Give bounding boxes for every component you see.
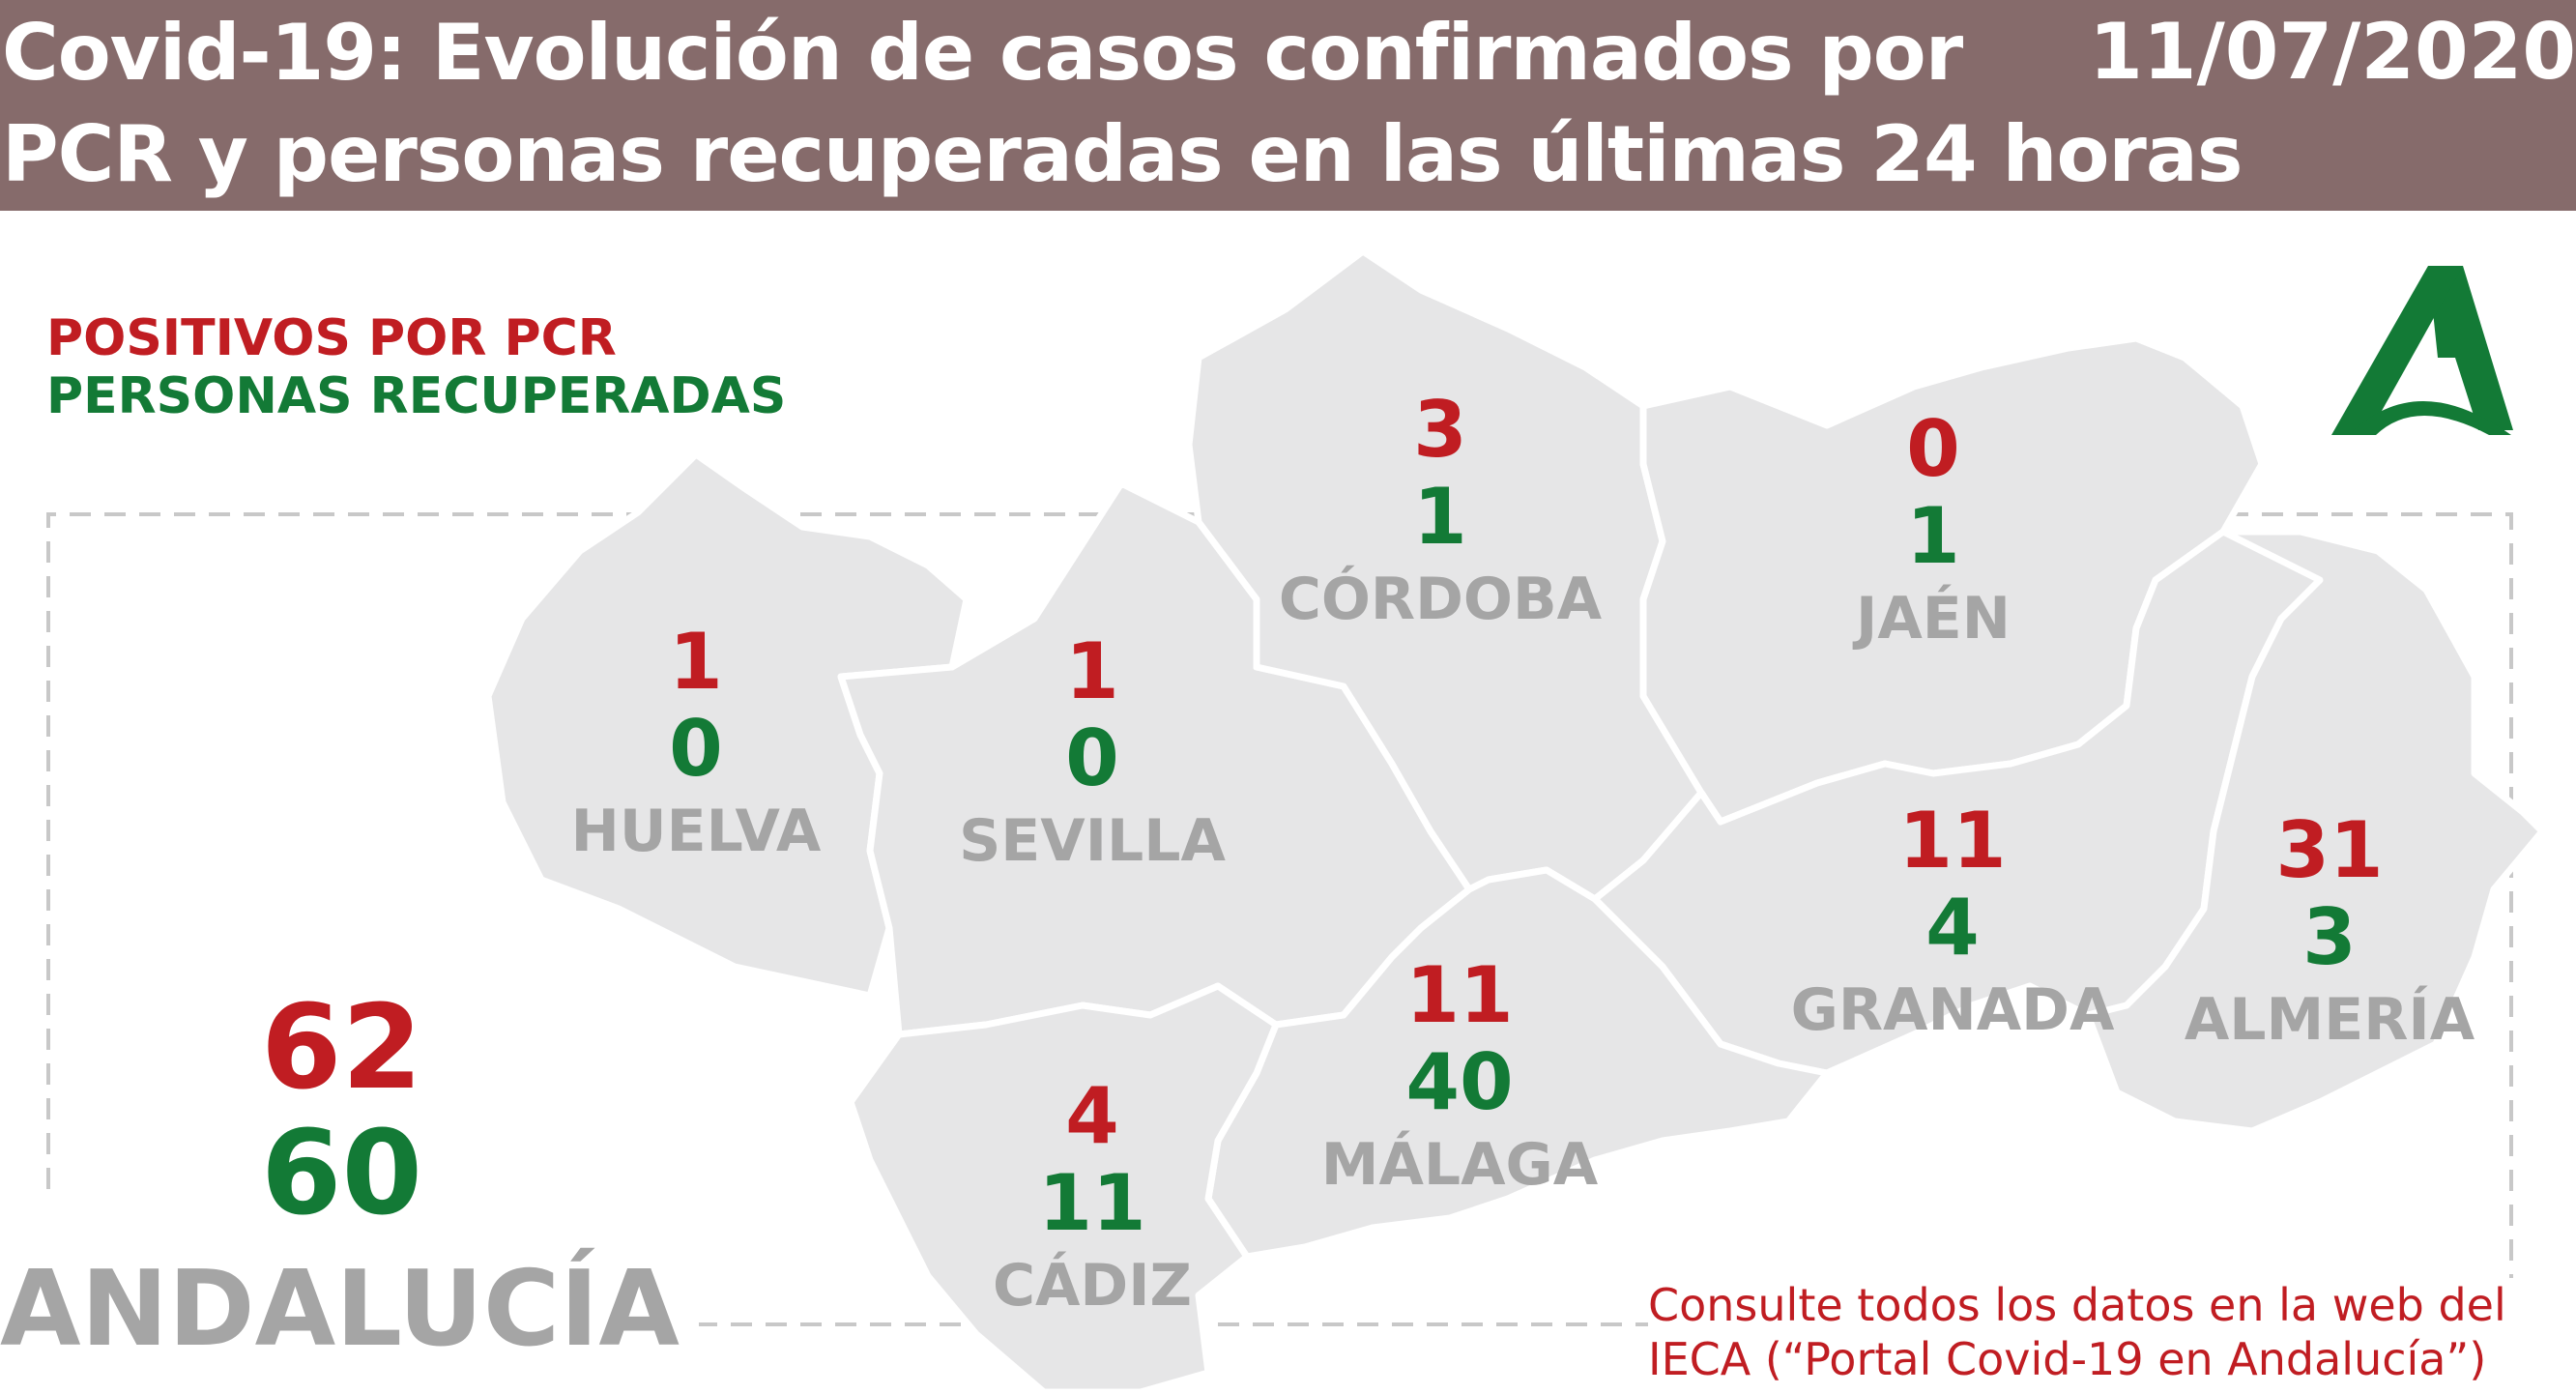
province-cordoba: 3 1 CÓRDOBA: [1266, 387, 1614, 638]
report-date: 11/07/2020: [2089, 7, 2576, 97]
sevilla-positives: 1: [1065, 626, 1119, 716]
almeria-label: ALMERÍA: [2184, 986, 2475, 1054]
sevilla-label: SEVILLA: [959, 807, 1226, 875]
region-label: ANDALUCÍA: [0, 1247, 699, 1373]
cordoba-positives: 3: [1413, 385, 1467, 475]
cordoba-label: CÓRDOBA: [1278, 566, 1603, 633]
cordoba-recovered: 1: [1413, 472, 1467, 562]
malaga-recovered: 40: [1405, 1037, 1514, 1127]
source-note: Consulte todos los datos en la web del I…: [1648, 1278, 2518, 1386]
source-note-line-2: IECA (“Portal Covid-19 en Andalucía”): [1648, 1333, 2487, 1385]
total-andalucia: 62 60: [261, 981, 422, 1241]
map-frame: [46, 512, 2513, 1326]
malaga-label: MÁLAGA: [1320, 1131, 1599, 1199]
province-granada: 11 4 GRANADA: [1769, 798, 2136, 1049]
cadiz-recovered: 11: [1038, 1158, 1146, 1248]
province-cadiz: 4 11 CÁDIZ: [918, 1073, 1266, 1324]
province-sevilla: 1 0 SEVILLA: [928, 628, 1257, 880]
jaen-positives: 0: [1906, 404, 1960, 494]
total-positives: 62: [261, 981, 422, 1116]
junta-andalucia-logo-icon: [2331, 266, 2513, 435]
page-title: Covid-19: Evolución de casos confirmados…: [2, 2, 2243, 205]
granada-positives: 11: [1898, 796, 2007, 886]
huelva-label: HUELVA: [570, 798, 822, 865]
title-line-2: PCR y personas recuperadas en las última…: [2, 109, 2243, 199]
province-huelva: 1 0 HUELVA: [541, 619, 851, 870]
province-malaga: 11 40 MÁLAGA: [1286, 952, 1634, 1204]
jaen-recovered: 1: [1906, 491, 1960, 581]
huelva-recovered: 0: [669, 704, 723, 794]
cadiz-positives: 4: [1065, 1071, 1119, 1161]
legend: POSITIVOS POR PCR PERSONAS RECUPERADAS: [46, 309, 786, 425]
legend-recovered: PERSONAS RECUPERADAS: [46, 367, 787, 425]
almeria-positives: 31: [2275, 805, 2384, 895]
total-recovered: 60: [261, 1107, 422, 1241]
jaen-label: JAÉN: [1856, 585, 2011, 653]
title-line-1: Covid-19: Evolución de casos confirmados…: [2, 8, 1963, 98]
almeria-recovered: 3: [2302, 892, 2357, 982]
province-almeria: 31 3 ALMERÍA: [2156, 807, 2504, 1059]
header-bar: Covid-19: Evolución de casos confirmados…: [0, 0, 2576, 211]
huelva-positives: 1: [669, 617, 723, 707]
province-jaen: 0 1 JAÉN: [1779, 406, 2088, 657]
cadiz-label: CÁDIZ: [992, 1252, 1193, 1320]
granada-label: GRANADA: [1790, 976, 2115, 1044]
malaga-positives: 11: [1405, 950, 1514, 1040]
sevilla-recovered: 0: [1065, 713, 1119, 803]
province-almeria-shape: [2084, 528, 2546, 1135]
source-note-line-1: Consulte todos los datos en la web del: [1648, 1279, 2506, 1331]
province-cadiz-shape: [847, 982, 1280, 1394]
legend-positives: POSITIVOS POR PCR: [46, 309, 617, 367]
granada-recovered: 4: [1925, 883, 1980, 973]
